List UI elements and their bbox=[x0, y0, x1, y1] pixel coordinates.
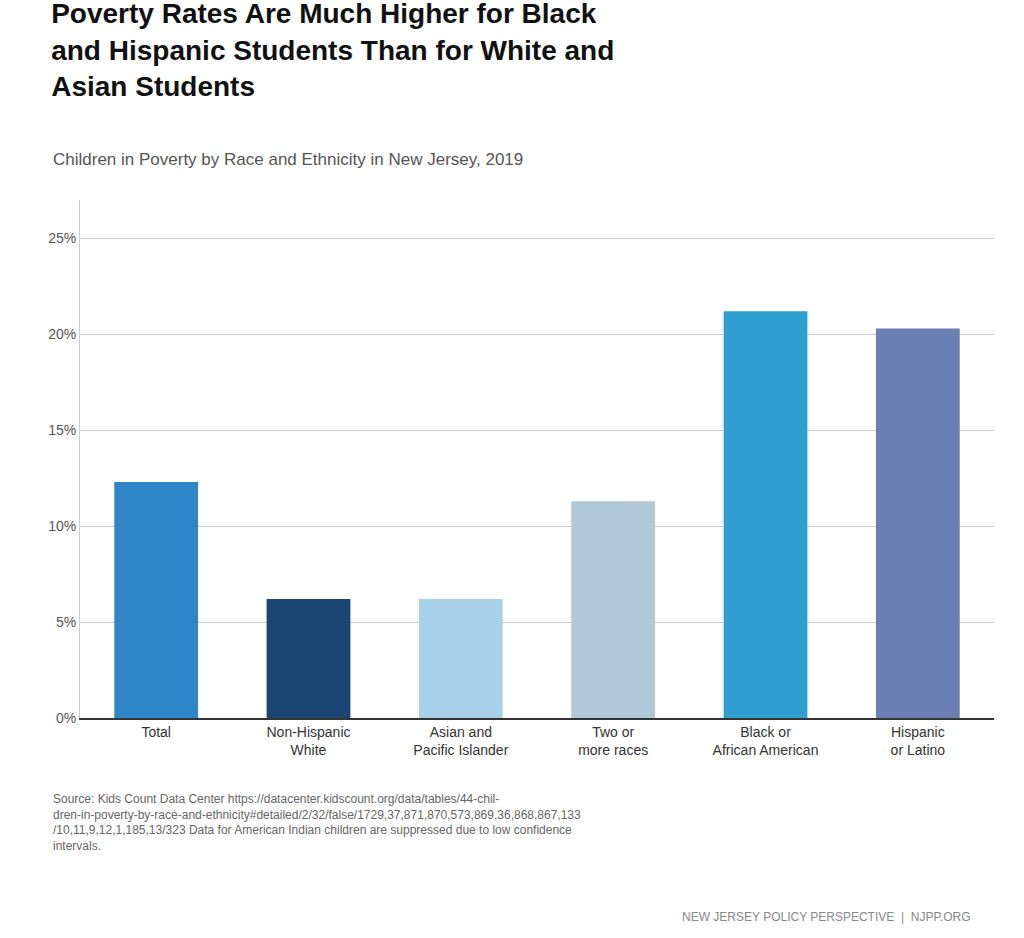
svg-text:Hispanicor Latino: Hispanicor Latino bbox=[891, 724, 946, 758]
svg-text:20%: 20% bbox=[48, 326, 76, 342]
svg-text:Asian andPacific Islander: Asian andPacific Islander bbox=[413, 724, 508, 758]
svg-text:0%: 0% bbox=[56, 710, 76, 726]
svg-text:15%: 15% bbox=[48, 422, 76, 438]
svg-text:Source: Kids Count Data Center: Source: Kids Count Data Center https://d… bbox=[53, 792, 581, 853]
svg-text:NEW JERSEY POLICY PERSPECTIVE: NEW JERSEY POLICY PERSPECTIVE | NJPP.ORG bbox=[682, 910, 971, 924]
svg-text:Non-HispanicWhite: Non-HispanicWhite bbox=[266, 724, 350, 758]
svg-text:Black orAfrican American: Black orAfrican American bbox=[713, 724, 819, 758]
svg-text:Children in Poverty by Race an: Children in Poverty by Race and Ethnicit… bbox=[53, 150, 523, 169]
svg-text:5%: 5% bbox=[56, 614, 76, 630]
svg-text:Two ormore races: Two ormore races bbox=[578, 724, 648, 758]
svg-text:Total: Total bbox=[141, 724, 171, 740]
svg-text:10%: 10% bbox=[48, 518, 76, 534]
svg-text:25%: 25% bbox=[48, 230, 76, 246]
svg-text:Poverty Rates Are Much Higher: Poverty Rates Are Much Higher for Blacka… bbox=[51, 0, 614, 102]
